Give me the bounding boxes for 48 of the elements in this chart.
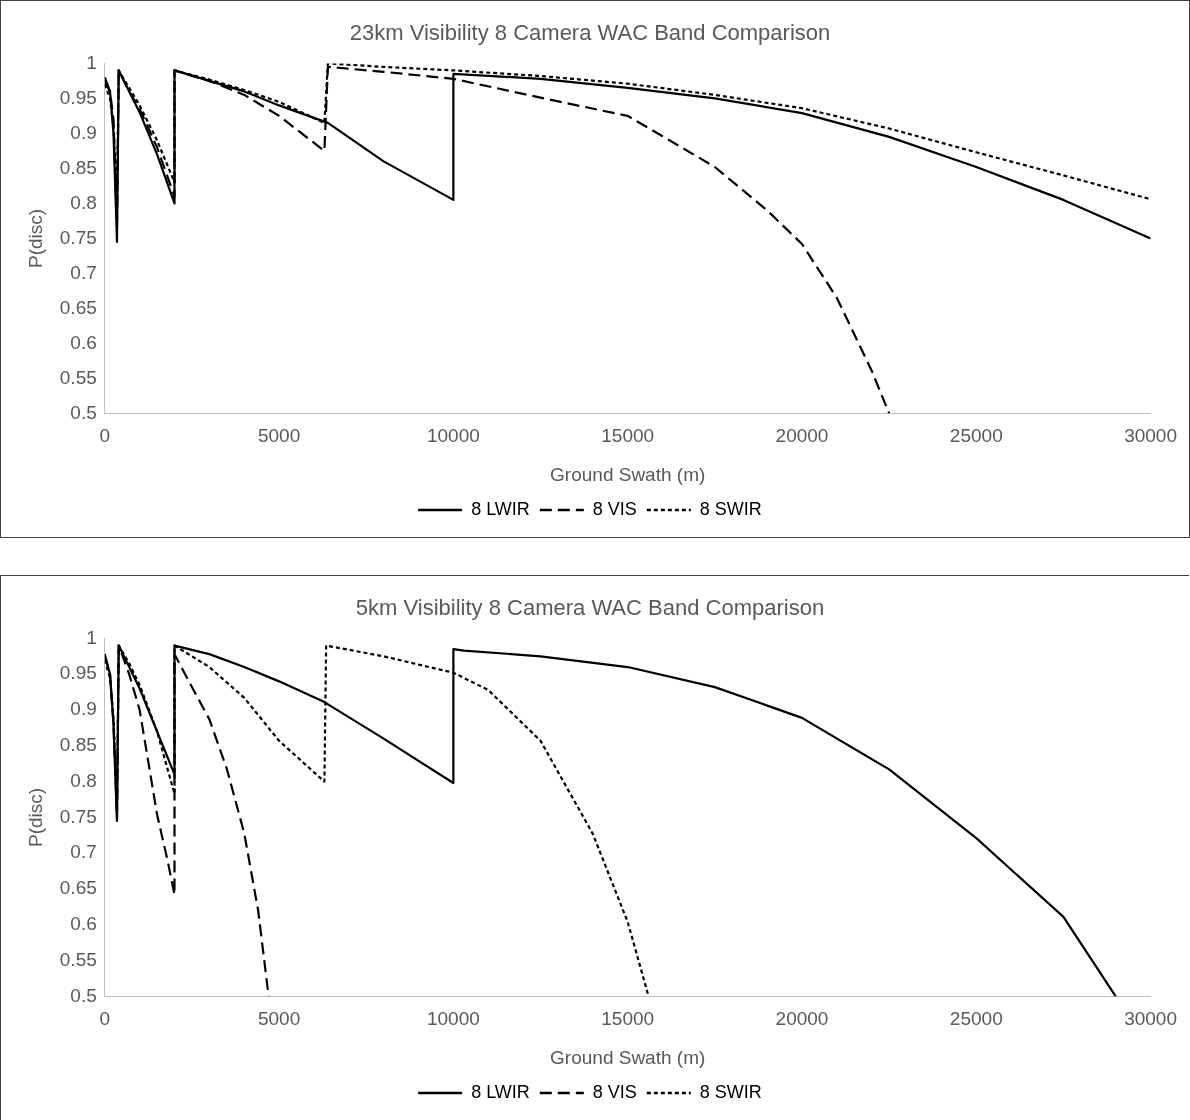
x-tick-label: 0 (99, 425, 111, 447)
x-tick-label: 10000 (426, 425, 480, 447)
y-tick-label: 0.55 (59, 948, 97, 970)
y-tick-label: 0.7 (70, 261, 97, 283)
y-tick-label: 0.6 (70, 913, 97, 935)
y-tick-label: 0.55 (59, 366, 97, 388)
y-tick-label: 0.8 (70, 769, 97, 791)
x-tick-label: 25000 (949, 1008, 1003, 1030)
y-tick-label: 0.95 (59, 86, 97, 108)
y-tick-label: 0.75 (59, 805, 97, 827)
y-tick-label: 0.9 (70, 698, 97, 720)
x-tick-label: 20000 (775, 425, 829, 447)
y-tick-label: 0.65 (59, 877, 97, 899)
x-tick-label: 0 (99, 1008, 111, 1030)
x-tick-label: 30000 (1124, 425, 1177, 447)
y-tick-label: 0.7 (70, 841, 97, 863)
y-tick-label: 0.75 (59, 226, 97, 248)
x-tick-label: 20000 (775, 1008, 829, 1030)
y-tick-label: 0.5 (70, 984, 97, 1006)
y-tick-label: 0.95 (59, 662, 97, 684)
y-tick-label: 0.9 (70, 121, 97, 143)
legend-label: 8 VIS (592, 498, 637, 519)
x-tick-label: 5000 (257, 1008, 301, 1030)
y-tick-label: 1 (86, 626, 97, 648)
legend-label: 8 VIS (592, 1081, 637, 1102)
y-tick-label: 0.8 (70, 191, 97, 213)
y-tick-label: 1 (86, 51, 97, 73)
x-axis-title: Ground Swath (m) (550, 463, 706, 485)
y-tick-label: 0.6 (70, 331, 97, 353)
x-tick-label: 10000 (426, 1008, 480, 1030)
y-axis-title: P(disc) (24, 787, 46, 847)
x-tick-label: 15000 (601, 1008, 655, 1030)
legend-label: 8 SWIR (699, 1081, 762, 1102)
y-axis-title: P(disc) (24, 208, 46, 268)
legend-label: 8 SWIR (699, 498, 762, 519)
y-tick-label: 0.85 (59, 734, 97, 756)
y-tick-label: 0.85 (59, 156, 97, 178)
y-tick-label: 0.5 (70, 401, 97, 423)
legend-label: 8 LWIR (471, 1081, 530, 1102)
x-tick-label: 5000 (257, 425, 301, 447)
y-tick-label: 0.65 (59, 296, 97, 318)
chart-title: 5km Visibility 8 Camera WAC Band Comparison (355, 595, 825, 621)
x-tick-label: 15000 (601, 425, 655, 447)
legend-label: 8 LWIR (471, 498, 530, 519)
chart-title: 23km Visibility 8 Camera WAC Band Comparison (349, 20, 831, 46)
x-tick-label: 25000 (949, 425, 1003, 447)
x-tick-label: 30000 (1124, 1008, 1177, 1030)
x-axis-title: Ground Swath (m) (550, 1046, 706, 1068)
